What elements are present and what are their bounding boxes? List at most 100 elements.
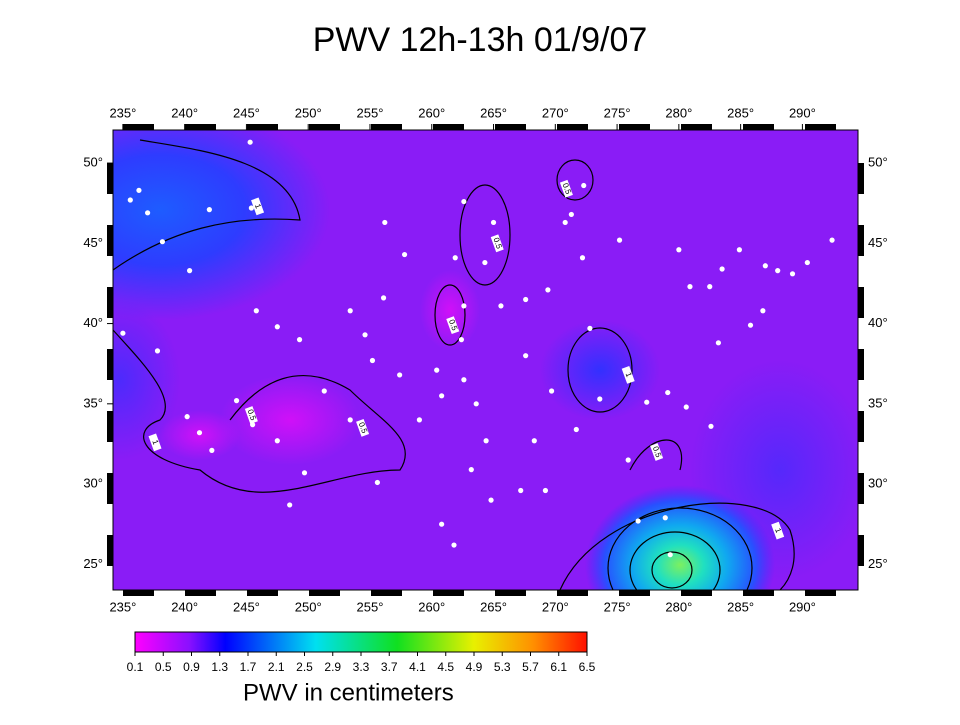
station bbox=[687, 284, 693, 290]
station bbox=[458, 337, 465, 343]
station bbox=[762, 263, 768, 269]
lon-tick-label: 265° bbox=[480, 599, 507, 614]
pwv-field bbox=[113, 130, 858, 590]
colorbar-tick-label: 6.5 bbox=[579, 660, 596, 674]
station bbox=[562, 219, 568, 226]
station bbox=[159, 239, 166, 245]
contour-label: 0.5 bbox=[561, 182, 573, 196]
colorbar-tick-label: 2.9 bbox=[324, 660, 341, 674]
station bbox=[301, 470, 308, 476]
station bbox=[468, 467, 474, 473]
station bbox=[736, 247, 742, 253]
colorbar bbox=[134, 631, 588, 653]
station bbox=[274, 324, 280, 330]
colorbar-tick-label: 1.3 bbox=[211, 660, 228, 674]
lon-tick-label: 235° bbox=[109, 105, 136, 120]
lat-tick-label: 35° bbox=[83, 395, 103, 410]
station bbox=[548, 388, 555, 394]
contour-label: 1 bbox=[624, 371, 634, 379]
station bbox=[490, 219, 497, 226]
colorbar-tick-label: 2.1 bbox=[268, 660, 285, 674]
station bbox=[374, 479, 380, 486]
contour-label: 1 bbox=[253, 203, 263, 211]
lon-tick-label: 275° bbox=[604, 599, 631, 614]
station bbox=[247, 139, 253, 145]
contour-label: 0.5 bbox=[447, 318, 459, 332]
station bbox=[154, 348, 161, 354]
station bbox=[206, 207, 212, 213]
lon-tick-label: 255° bbox=[357, 599, 384, 614]
contours bbox=[113, 139, 795, 590]
colorbar-tick-label: 2.5 bbox=[296, 660, 313, 674]
lon-tick-label: 265° bbox=[480, 105, 507, 120]
station bbox=[233, 398, 240, 404]
station bbox=[461, 198, 467, 205]
lat-tick-label: 35° bbox=[868, 395, 888, 410]
lon-tick-label: 260° bbox=[418, 599, 445, 614]
lon-tick-label: 240° bbox=[171, 105, 198, 120]
station bbox=[829, 237, 835, 243]
station bbox=[439, 393, 445, 399]
station bbox=[488, 497, 494, 503]
station bbox=[347, 308, 353, 314]
station bbox=[362, 332, 368, 338]
station bbox=[209, 447, 215, 453]
colorbar-tick-label: 0.5 bbox=[155, 660, 172, 674]
contour-label: 1 bbox=[150, 439, 160, 447]
station bbox=[451, 542, 457, 548]
station bbox=[184, 414, 190, 420]
station bbox=[461, 303, 467, 309]
lat-tick-label: 40° bbox=[83, 315, 103, 330]
lon-tick-label: 285° bbox=[727, 599, 754, 614]
contour-label-box bbox=[251, 197, 265, 216]
station bbox=[248, 205, 254, 211]
title: PWV 12h-13h 01/9/07 bbox=[313, 21, 648, 59]
lat-tick-label: 50° bbox=[83, 155, 103, 170]
station bbox=[127, 197, 133, 203]
station bbox=[296, 337, 303, 343]
contour-label: 1 bbox=[773, 527, 783, 535]
station bbox=[789, 271, 796, 277]
contour-label-box bbox=[244, 406, 258, 424]
colorbar-tick-label: 4.5 bbox=[437, 660, 454, 674]
station bbox=[397, 372, 403, 378]
lon-tick-label: 290° bbox=[789, 105, 816, 120]
station bbox=[187, 268, 193, 274]
lat-tick-label: 25° bbox=[868, 556, 888, 571]
station bbox=[531, 438, 537, 444]
frame-ticks bbox=[107, 124, 864, 596]
contour-label-box bbox=[771, 521, 785, 540]
colorbar-tick-label: 1.7 bbox=[240, 660, 257, 674]
station bbox=[719, 266, 725, 272]
lon-tick-label: 260° bbox=[418, 105, 445, 120]
station bbox=[542, 487, 549, 494]
lon-tick-label: 280° bbox=[665, 599, 692, 614]
station bbox=[401, 251, 408, 258]
lat-tick-label: 45° bbox=[83, 235, 103, 250]
station bbox=[523, 296, 529, 303]
station bbox=[662, 515, 668, 521]
station bbox=[473, 401, 479, 407]
station bbox=[253, 308, 259, 314]
colorbar-tick-label: 4.9 bbox=[466, 660, 483, 674]
colorbar-tick-label: 0.9 bbox=[183, 660, 200, 674]
lon-tick-label: 280° bbox=[665, 105, 692, 120]
station bbox=[416, 417, 423, 423]
colorbar-tick-label: 3.3 bbox=[353, 660, 370, 674]
station bbox=[683, 404, 689, 410]
station bbox=[321, 388, 327, 394]
contour-label-box bbox=[559, 179, 573, 198]
lat-tick-label: 25° bbox=[83, 556, 103, 571]
station bbox=[287, 502, 293, 508]
station bbox=[120, 330, 126, 336]
colorbar-tick-label: 6.1 bbox=[550, 660, 567, 674]
lat-tick-label: 50° bbox=[868, 155, 888, 170]
station bbox=[274, 438, 280, 444]
lon-tick-label: 250° bbox=[295, 599, 322, 614]
lon-tick-label: 255° bbox=[357, 105, 384, 120]
colorbar-tick-label: 4.1 bbox=[409, 660, 426, 674]
station bbox=[747, 322, 754, 328]
station bbox=[382, 219, 388, 226]
station bbox=[545, 287, 551, 293]
